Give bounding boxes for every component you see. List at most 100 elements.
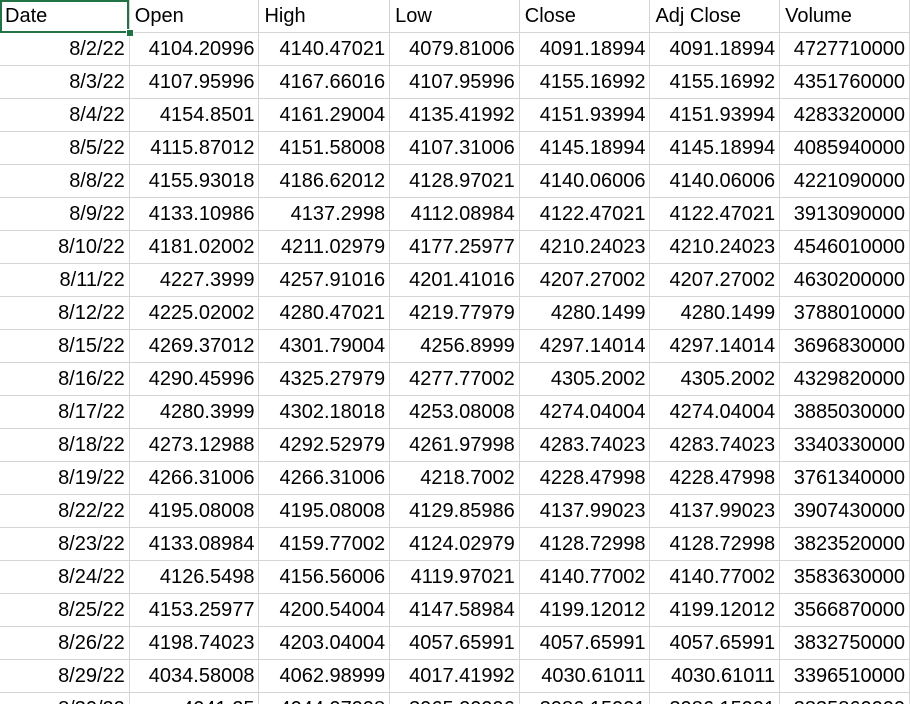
cell-open[interactable]: 4104.20996	[128, 32, 260, 66]
cell-open[interactable]: 4195.08008	[128, 494, 260, 528]
cell-adj-close[interactable]: 4210.24023	[649, 230, 781, 264]
cell-date[interactable]: 8/2/22	[0, 32, 130, 66]
cell-close[interactable]: 4274.04004	[518, 395, 651, 429]
cell-date[interactable]: 8/10/22	[0, 230, 130, 264]
cell-date[interactable]: 8/23/22	[0, 527, 130, 561]
header-cell-close[interactable]: Close	[518, 0, 651, 33]
cell-open[interactable]: 4155.93018	[128, 164, 260, 198]
cell-open[interactable]: 4107.95996	[128, 65, 260, 99]
cell-open[interactable]: 4273.12988	[128, 428, 260, 462]
cell-low[interactable]: 4256.8999	[389, 329, 520, 363]
cell-low[interactable]: 4128.97021	[389, 164, 520, 198]
cell-adj-close[interactable]: 4122.47021	[649, 197, 781, 231]
cell-close[interactable]: 4305.2002	[518, 362, 651, 396]
cell-high[interactable]: 4156.56006	[258, 560, 391, 594]
cell-date[interactable]: 8/24/22	[0, 560, 130, 594]
cell-low[interactable]: 4057.65991	[389, 626, 520, 660]
header-cell-high[interactable]: High	[258, 0, 391, 33]
header-cell-low[interactable]: Low	[389, 0, 520, 33]
cell-date[interactable]: 8/4/22	[0, 98, 130, 132]
cell-date[interactable]: 8/18/22	[0, 428, 130, 462]
cell-high[interactable]: 4044.97998	[258, 692, 391, 704]
cell-volume[interactable]: 4351760000	[779, 65, 910, 99]
cell-open[interactable]: 4153.25977	[128, 593, 260, 627]
cell-open[interactable]: 4266.31006	[128, 461, 260, 495]
cell-high[interactable]: 4062.98999	[258, 659, 391, 693]
cell-date[interactable]: 8/22/22	[0, 494, 130, 528]
cell-close[interactable]: 4140.77002	[518, 560, 651, 594]
cell-low[interactable]: 4112.08984	[389, 197, 520, 231]
cell-date[interactable]: 8/5/22	[0, 131, 130, 165]
cell-close[interactable]: 4155.16992	[518, 65, 651, 99]
cell-open[interactable]: 4227.3999	[128, 263, 260, 297]
cell-high[interactable]: 4195.08008	[258, 494, 391, 528]
cell-low[interactable]: 4079.81006	[389, 32, 520, 66]
cell-volume[interactable]: 3340330000	[779, 428, 910, 462]
cell-volume[interactable]: 3583630000	[779, 560, 910, 594]
cell-date[interactable]: 8/25/22	[0, 593, 130, 627]
cell-volume[interactable]: 3832750000	[779, 626, 910, 660]
cell-high[interactable]: 4211.02979	[258, 230, 391, 264]
cell-date[interactable]: 8/26/22	[0, 626, 130, 660]
cell-close[interactable]: 4137.99023	[518, 494, 651, 528]
cell-low[interactable]: 4107.95996	[389, 65, 520, 99]
cell-open[interactable]: 4115.87012	[128, 131, 260, 165]
cell-date[interactable]: 8/15/22	[0, 329, 130, 363]
cell-low[interactable]: 4177.25977	[389, 230, 520, 264]
fill-handle[interactable]	[126, 29, 134, 37]
cell-high[interactable]: 4257.91016	[258, 263, 391, 297]
cell-high[interactable]: 4203.04004	[258, 626, 391, 660]
cell-adj-close[interactable]: 4030.61011	[649, 659, 781, 693]
cell-date[interactable]: 8/17/22	[0, 395, 130, 429]
cell-high[interactable]: 4301.79004	[258, 329, 391, 363]
cell-low[interactable]: 4261.97998	[389, 428, 520, 462]
cell-volume[interactable]: 4085940000	[779, 131, 910, 165]
cell-adj-close[interactable]: 3986.15991	[649, 692, 781, 704]
cell-date[interactable]: 8/12/22	[0, 296, 130, 330]
cell-volume[interactable]: 4727710000	[779, 32, 910, 66]
cell-date[interactable]: 8/16/22	[0, 362, 130, 396]
cell-close[interactable]: 4140.06006	[518, 164, 651, 198]
cell-volume[interactable]: 4546010000	[779, 230, 910, 264]
cell-date[interactable]: 8/19/22	[0, 461, 130, 495]
cell-date[interactable]: 8/29/22	[0, 659, 130, 693]
cell-close[interactable]: 4091.18994	[518, 32, 651, 66]
cell-close[interactable]: 4128.72998	[518, 527, 651, 561]
cell-volume[interactable]: 3788010000	[779, 296, 910, 330]
cell-open[interactable]: 4126.5498	[128, 560, 260, 594]
cell-low[interactable]: 4135.41992	[389, 98, 520, 132]
header-cell-volume[interactable]: Volume	[779, 0, 910, 33]
cell-adj-close[interactable]: 4207.27002	[649, 263, 781, 297]
cell-close[interactable]: 4210.24023	[518, 230, 651, 264]
cell-low[interactable]: 4277.77002	[389, 362, 520, 396]
cell-adj-close[interactable]: 4228.47998	[649, 461, 781, 495]
header-cell-open[interactable]: Open	[128, 0, 260, 33]
cell-high[interactable]: 4140.47021	[258, 32, 391, 66]
cell-adj-close[interactable]: 4140.06006	[649, 164, 781, 198]
cell-high[interactable]: 4137.2998	[258, 197, 391, 231]
cell-high[interactable]: 4292.52979	[258, 428, 391, 462]
cell-open[interactable]: 4198.74023	[128, 626, 260, 660]
cell-open[interactable]: 4133.10986	[128, 197, 260, 231]
cell-close[interactable]: 4199.12012	[518, 593, 651, 627]
cell-date[interactable]: 8/30/22	[0, 692, 130, 704]
cell-close[interactable]: 4228.47998	[518, 461, 651, 495]
cell-open[interactable]: 4154.8501	[128, 98, 260, 132]
cell-close[interactable]: 3986.15991	[518, 692, 651, 704]
cell-adj-close[interactable]: 4297.14014	[649, 329, 781, 363]
cell-close[interactable]: 4145.18994	[518, 131, 651, 165]
cell-open[interactable]: 4041.25	[128, 692, 260, 704]
cell-close[interactable]: 4297.14014	[518, 329, 651, 363]
cell-low[interactable]: 4124.02979	[389, 527, 520, 561]
cell-high[interactable]: 4159.77002	[258, 527, 391, 561]
cell-low[interactable]: 3965.20996	[389, 692, 520, 704]
cell-date[interactable]: 8/11/22	[0, 263, 130, 297]
cell-high[interactable]: 4167.66016	[258, 65, 391, 99]
cell-volume[interactable]: 3823520000	[779, 527, 910, 561]
cell-low[interactable]: 4219.77979	[389, 296, 520, 330]
cell-volume[interactable]: 3907430000	[779, 494, 910, 528]
cell-adj-close[interactable]: 4151.93994	[649, 98, 781, 132]
cell-volume[interactable]: 3761340000	[779, 461, 910, 495]
cell-open[interactable]: 4034.58008	[128, 659, 260, 693]
cell-volume[interactable]: 3913090000	[779, 197, 910, 231]
